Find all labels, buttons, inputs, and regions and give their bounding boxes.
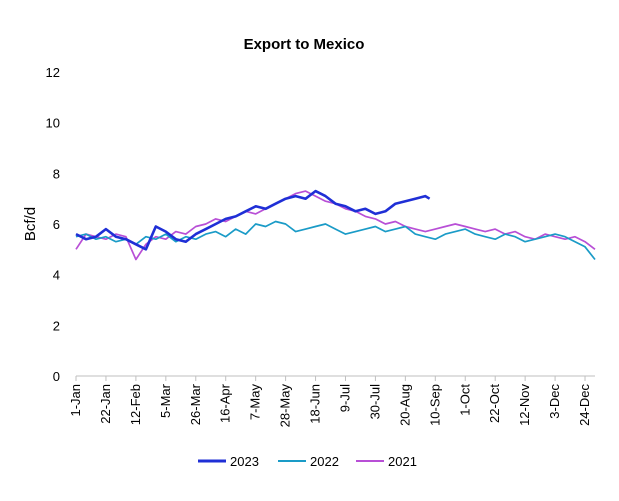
x-tick-label: 16-Apr <box>218 383 233 423</box>
y-tick-label: 8 <box>53 166 60 181</box>
y-tick-label: 10 <box>46 116 60 131</box>
series-line-2023 <box>75 189 431 251</box>
y-axis-label: Bcf/d <box>22 207 39 241</box>
x-tick-label: 3-Dec <box>547 384 562 419</box>
chart-title: Export to Mexico <box>244 36 365 53</box>
x-tick-label: 22-Oct <box>487 384 502 423</box>
y-tick-label: 2 <box>53 318 60 333</box>
y-tick-label: 0 <box>53 369 60 384</box>
series-line-2021 <box>75 190 596 261</box>
x-tick-label: 30-Jul <box>367 384 382 420</box>
x-tick-label: 20-Aug <box>397 384 412 426</box>
y-tick-label: 4 <box>53 268 60 283</box>
x-tick-label: 1-Jan <box>68 384 83 417</box>
x-tick-label: 26-Mar <box>188 383 203 425</box>
x-tick-label: 1-Oct <box>457 384 472 416</box>
x-tick-label: 9-Jul <box>337 384 352 412</box>
y-axis: 0 2 4 6 8 10 12 <box>46 65 60 384</box>
x-axis: 1-Jan 22-Jan 12-Feb 5-Mar 26-Mar 16-Apr 7-May 2… <box>68 375 595 428</box>
x-tick-label: 5-Mar <box>158 383 173 418</box>
y-tick-label: 6 <box>53 217 60 232</box>
x-tick-label: 10-Sep <box>427 384 442 426</box>
x-tick-label: 22-Jan <box>98 384 113 424</box>
legend: 2023 2022 2021 <box>198 454 417 469</box>
series-line-2022 <box>75 220 596 261</box>
x-tick-label: 28-May <box>278 384 293 428</box>
legend-label-2021: 2021 <box>388 454 417 469</box>
x-tick-label: 7-May <box>248 384 263 421</box>
x-tick-label: 24-Dec <box>577 384 592 426</box>
x-tick-label: 12-Feb <box>128 384 143 425</box>
plot-area <box>75 189 596 261</box>
x-tick-label: 18-Jun <box>308 384 323 424</box>
legend-label-2022: 2022 <box>310 454 339 469</box>
y-tick-label: 12 <box>46 65 60 80</box>
x-tick-label: 12-Nov <box>517 384 532 426</box>
legend-label-2023: 2023 <box>230 454 259 469</box>
